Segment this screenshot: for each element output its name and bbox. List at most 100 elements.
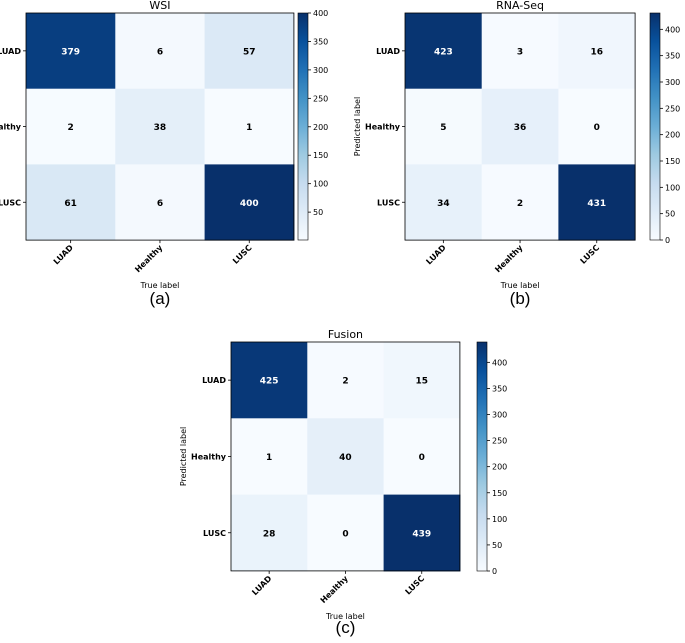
heatmap-cell <box>115 88 206 165</box>
colorbar <box>476 341 488 572</box>
confusion-matrix-0: WSI 379 6 57 2 38 1 61 6 400 LUAD Healthy LUSC LUAD He… <box>0 0 328 308</box>
colorbar-tick-label: 300 <box>665 78 680 87</box>
y-tick-label: Healthy <box>0 123 22 132</box>
heatmap-cell <box>383 418 461 496</box>
colorbar-tick-label: 50 <box>665 210 675 219</box>
colorbar-tick-label: 200 <box>492 463 507 472</box>
heatmap-cell <box>405 13 483 90</box>
colorbar <box>297 12 309 241</box>
panel-label: (b) <box>510 289 531 308</box>
heatmap-cell <box>26 13 116 90</box>
cell-value-label: 0 <box>594 123 600 133</box>
cell-value-label: 57 <box>243 47 256 57</box>
y-tick-label: Healthy <box>365 123 401 132</box>
cell-value-label: 61 <box>64 199 77 209</box>
colorbar-tick-label: 400 <box>665 25 680 34</box>
colorbar-tick-label: 350 <box>313 37 328 46</box>
cell-value-label: 40 <box>339 453 352 463</box>
cell-value-label: 15 <box>415 377 428 387</box>
colorbar-tick-label: 250 <box>492 437 507 446</box>
colorbar-tick-label: 150 <box>492 489 507 498</box>
colorbar-tick-label: 400 <box>313 9 328 18</box>
cell-value-label: 379 <box>61 47 80 57</box>
heatmap-cell <box>231 494 308 572</box>
y-tick-label: LUAD <box>202 376 226 385</box>
colorbar-tick-label: 0 <box>665 236 670 245</box>
cell-value-label: 1 <box>266 453 272 463</box>
colorbar-tick-label: 250 <box>665 104 680 113</box>
cell-value-label: 3 <box>517 47 523 57</box>
chart-title: WSI <box>149 0 170 12</box>
x-tick-label: LUSC <box>404 574 427 597</box>
y-tick-label: LUSC <box>203 529 226 538</box>
colorbar-tick-label: 100 <box>313 180 328 189</box>
colorbar-tick-label: 50 <box>313 208 323 217</box>
y-tick-label: LUAD <box>376 47 400 56</box>
heatmap-cell <box>383 342 461 419</box>
colorbar-tick-label: 300 <box>313 66 328 75</box>
cell-value-label: 0 <box>419 453 425 463</box>
heatmap-cell <box>307 342 385 419</box>
colorbar-tick-label: 400 <box>492 358 507 367</box>
cell-value-label: 38 <box>154 123 167 133</box>
colorbar-tick-label: 250 <box>313 94 328 103</box>
x-tick-label: Healthy <box>133 243 165 275</box>
heatmap-cell <box>26 88 116 165</box>
y-axis-label: Predicted label <box>179 427 188 486</box>
confusion-matrix-1: RNA-Seq 423 3 16 5 36 0 34 2 431 LUAD Healthy LUSC LU… <box>353 0 680 308</box>
heatmap-cell <box>231 342 308 419</box>
heatmap-cell <box>307 494 385 572</box>
x-tick-label: LUAD <box>52 243 76 267</box>
heatmap-cell <box>26 164 116 241</box>
cell-value-label: 6 <box>157 199 163 209</box>
cell-value-label: 423 <box>434 47 453 57</box>
colorbar-tick-label: 200 <box>665 131 680 140</box>
heatmap-cell <box>204 13 295 90</box>
heatmap-cell <box>481 164 559 241</box>
heatmap-cell <box>204 164 295 241</box>
colorbar-tick-label: 100 <box>492 515 507 524</box>
y-tick-label: Healthy <box>191 452 227 461</box>
colorbar-tick-label: 50 <box>492 541 502 550</box>
cell-value-label: 28 <box>263 529 276 539</box>
heatmap-cell <box>204 88 295 165</box>
cell-value-label: 6 <box>157 47 163 57</box>
heatmap-cell <box>558 13 636 90</box>
cell-value-label: 2 <box>517 199 523 209</box>
panel-label: (a) <box>150 289 171 308</box>
colorbar-tick-label: 0 <box>492 567 497 576</box>
heatmap-cell <box>307 418 385 496</box>
y-axis-label: Predicted label <box>353 97 362 156</box>
cell-value-label: 439 <box>412 529 431 539</box>
panel-label: (c) <box>336 618 356 637</box>
cell-value-label: 400 <box>240 199 259 209</box>
x-tick-label: Healthy <box>493 243 525 275</box>
x-axis-label: True label <box>325 612 365 621</box>
x-tick-label: Healthy <box>319 573 351 605</box>
heatmap-cell <box>115 13 206 90</box>
cell-value-label: 0 <box>342 529 348 539</box>
heatmap-cell <box>405 164 483 241</box>
cell-value-label: 425 <box>260 377 279 387</box>
cell-value-label: 2 <box>68 123 74 133</box>
colorbar-tick-label: 350 <box>665 52 680 61</box>
colorbar <box>649 12 661 241</box>
heatmap-cell <box>115 164 206 241</box>
cell-value-label: 16 <box>590 47 603 57</box>
cell-value-label: 34 <box>437 199 450 209</box>
heatmap-cell <box>558 164 636 241</box>
cell-value-label: 36 <box>514 123 527 133</box>
x-tick-label: LUAD <box>250 574 274 598</box>
cell-value-label: 431 <box>587 199 606 209</box>
heatmap-cell <box>558 88 636 165</box>
x-axis-label: True label <box>140 281 180 290</box>
heatmap-cell <box>231 418 308 496</box>
y-tick-label: LUSC <box>0 198 21 207</box>
colorbar-tick-label: 200 <box>313 123 328 132</box>
heatmap-cell <box>383 494 461 572</box>
colorbar-tick-label: 100 <box>665 183 680 192</box>
chart-title: RNA-Seq <box>496 0 544 12</box>
colorbar-tick-label: 350 <box>492 384 507 393</box>
heatmap-cell <box>481 88 559 165</box>
